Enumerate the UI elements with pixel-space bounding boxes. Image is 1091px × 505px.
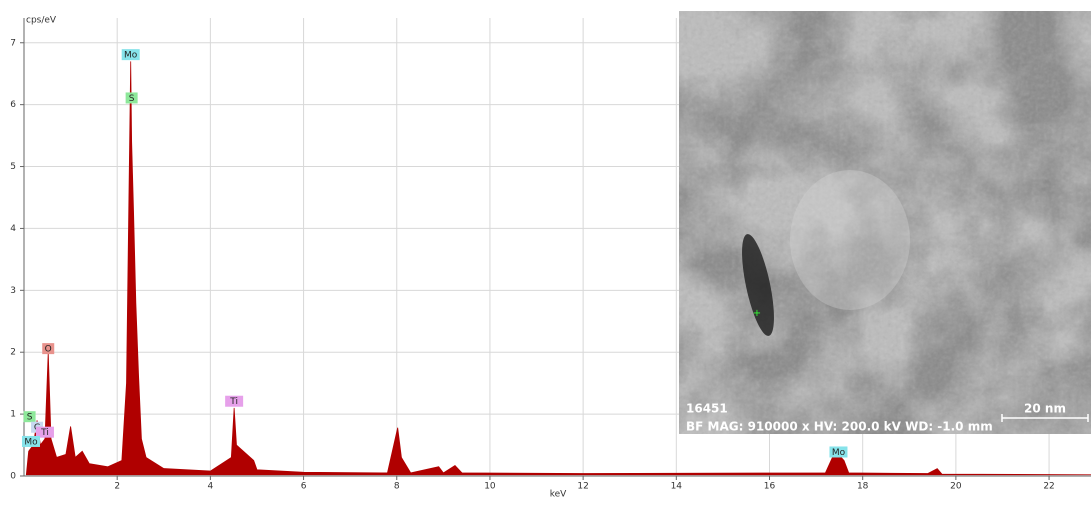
y-tick-label: 1 (10, 410, 16, 420)
peak-label: Mo (832, 448, 846, 458)
x-tick-label: 14 (671, 482, 683, 492)
x-tick-label: 12 (577, 482, 588, 492)
x-tick-label: 16 (764, 482, 776, 492)
x-tick-label: 10 (484, 482, 496, 492)
marker: + (753, 308, 761, 319)
chart: cps/eV keV 01234567246810121416182022MoS… (0, 0, 1091, 501)
y-tick-label: 7 (10, 38, 16, 48)
x-tick-label: 22 (1043, 482, 1054, 492)
x-tick-label: 2 (114, 482, 120, 492)
peak-label: Ti (40, 428, 49, 438)
y-tick-label: 4 (10, 224, 16, 234)
peak-label: O (45, 345, 52, 355)
x-tick-label: 6 (301, 482, 307, 492)
y-tick-label: 5 (10, 162, 16, 172)
x-tick-label: 18 (857, 482, 869, 492)
y-tick-label: 2 (10, 348, 16, 358)
peak-label: S (129, 94, 135, 104)
y-tick-label: 3 (10, 286, 16, 296)
peak-label: Mo (124, 51, 138, 61)
scale-bar-label: 20 nm (1024, 402, 1066, 416)
x-axis-label: keV (550, 490, 567, 500)
y-axis-label: cps/eV (26, 16, 57, 26)
sample-id: 16451 (686, 402, 728, 416)
x-tick-label: 8 (394, 482, 400, 492)
peak-label: Ti (229, 397, 238, 407)
peak-label: Mo (24, 437, 38, 447)
image-caption: BF MAG: 910000 x HV: 200.0 kV WD: -1.0 m… (686, 420, 993, 434)
x-tick-label: 20 (950, 482, 962, 492)
y-tick-label: 0 (10, 472, 16, 482)
tem-image: + 16451 BF MAG: 910000 x HV: 200.0 kV WD… (679, 11, 1091, 434)
peak-label: S (27, 413, 33, 423)
y-tick-label: 6 (10, 100, 16, 110)
bright-region (790, 170, 910, 310)
x-tick-label: 4 (208, 482, 214, 492)
